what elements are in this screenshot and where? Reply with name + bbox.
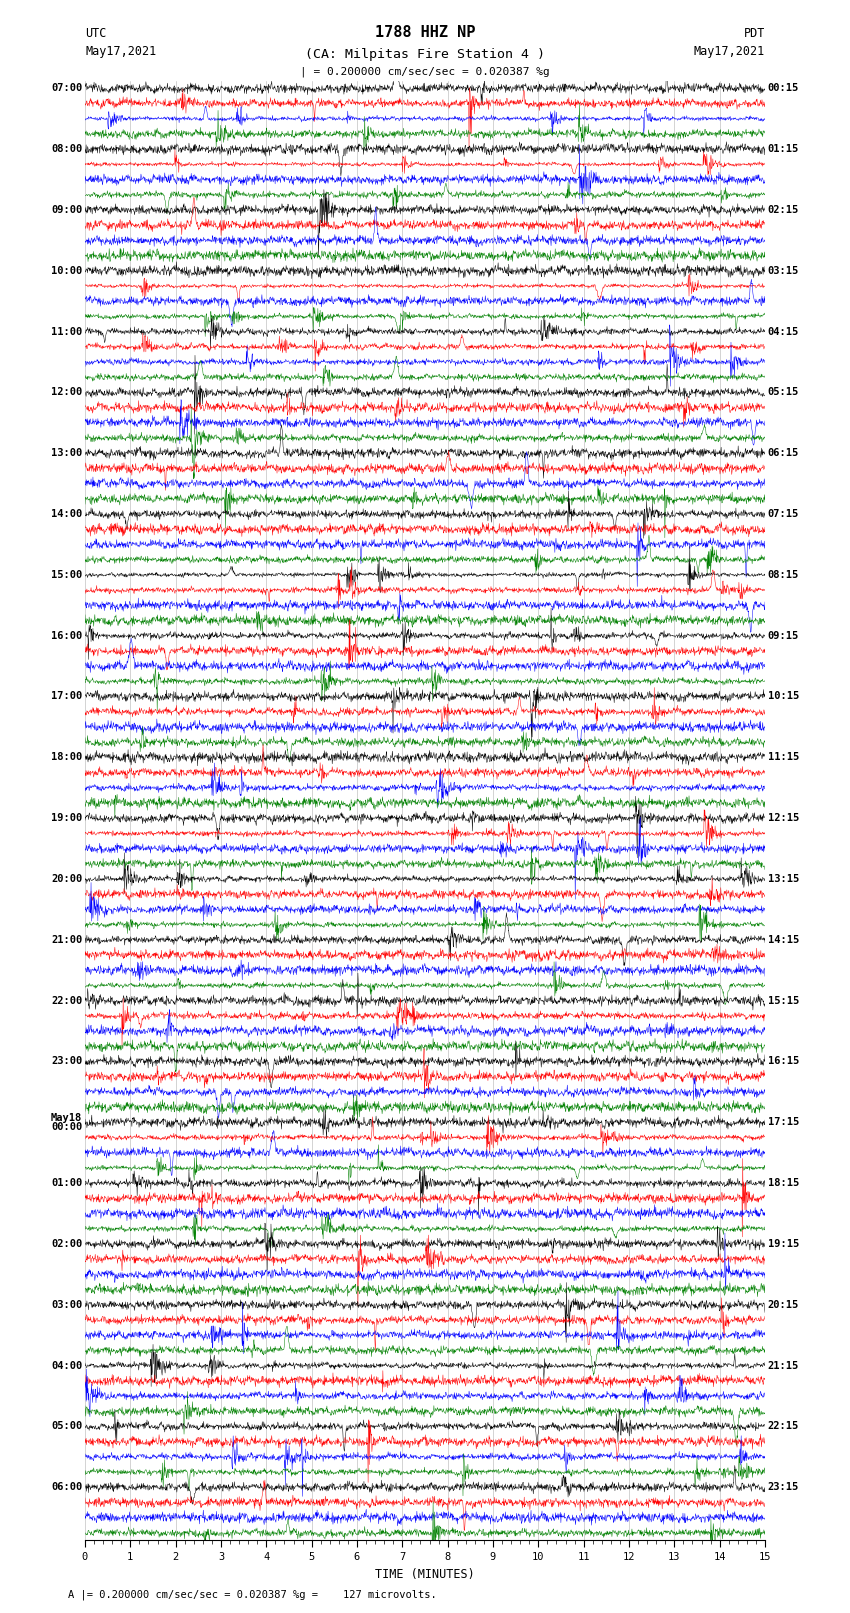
Text: 05:15: 05:15	[768, 387, 799, 397]
Text: 02:15: 02:15	[768, 205, 799, 215]
Text: 03:15: 03:15	[768, 266, 799, 276]
Text: May17,2021: May17,2021	[694, 45, 765, 58]
Text: 20:15: 20:15	[768, 1300, 799, 1310]
Text: A |= 0.200000 cm/sec/sec = 0.020387 %g =    127 microvolts.: A |= 0.200000 cm/sec/sec = 0.020387 %g =…	[68, 1589, 437, 1600]
Text: 06:15: 06:15	[768, 448, 799, 458]
X-axis label: TIME (MINUTES): TIME (MINUTES)	[375, 1568, 475, 1581]
Text: PDT: PDT	[744, 27, 765, 40]
Text: 19:15: 19:15	[768, 1239, 799, 1248]
Text: 11:00: 11:00	[51, 326, 82, 337]
Text: 08:15: 08:15	[768, 569, 799, 579]
Text: 13:15: 13:15	[768, 874, 799, 884]
Text: 10:00: 10:00	[51, 266, 82, 276]
Text: 23:00: 23:00	[51, 1057, 82, 1066]
Text: 18:15: 18:15	[768, 1177, 799, 1189]
Text: 08:00: 08:00	[51, 144, 82, 155]
Text: 07:00: 07:00	[51, 84, 82, 94]
Text: May18
00:00: May18 00:00	[51, 1113, 82, 1132]
Text: 15:00: 15:00	[51, 569, 82, 579]
Text: 00:15: 00:15	[768, 84, 799, 94]
Text: 21:00: 21:00	[51, 936, 82, 945]
Text: 11:15: 11:15	[768, 752, 799, 763]
Text: 18:00: 18:00	[51, 752, 82, 763]
Text: 04:00: 04:00	[51, 1360, 82, 1371]
Text: 13:00: 13:00	[51, 448, 82, 458]
Text: 21:15: 21:15	[768, 1360, 799, 1371]
Text: 22:15: 22:15	[768, 1421, 799, 1431]
Text: 12:15: 12:15	[768, 813, 799, 823]
Text: 17:15: 17:15	[768, 1118, 799, 1127]
Text: 17:00: 17:00	[51, 692, 82, 702]
Text: 14:00: 14:00	[51, 510, 82, 519]
Text: 15:15: 15:15	[768, 995, 799, 1005]
Text: 04:15: 04:15	[768, 326, 799, 337]
Text: 19:00: 19:00	[51, 813, 82, 823]
Text: 06:00: 06:00	[51, 1482, 82, 1492]
Text: 09:15: 09:15	[768, 631, 799, 640]
Text: 14:15: 14:15	[768, 936, 799, 945]
Text: 03:00: 03:00	[51, 1300, 82, 1310]
Text: 07:15: 07:15	[768, 510, 799, 519]
Text: 01:00: 01:00	[51, 1177, 82, 1189]
Text: May17,2021: May17,2021	[85, 45, 156, 58]
Text: 16:15: 16:15	[768, 1057, 799, 1066]
Text: 05:00: 05:00	[51, 1421, 82, 1431]
Text: 10:15: 10:15	[768, 692, 799, 702]
Text: 23:15: 23:15	[768, 1482, 799, 1492]
Text: 22:00: 22:00	[51, 995, 82, 1005]
Text: | = 0.200000 cm/sec/sec = 0.020387 %g: | = 0.200000 cm/sec/sec = 0.020387 %g	[300, 66, 550, 77]
Text: 1788 HHZ NP: 1788 HHZ NP	[375, 26, 475, 40]
Text: 12:00: 12:00	[51, 387, 82, 397]
Text: 20:00: 20:00	[51, 874, 82, 884]
Text: 16:00: 16:00	[51, 631, 82, 640]
Text: 02:00: 02:00	[51, 1239, 82, 1248]
Text: 01:15: 01:15	[768, 144, 799, 155]
Text: UTC: UTC	[85, 27, 106, 40]
Text: 09:00: 09:00	[51, 205, 82, 215]
Text: (CA: Milpitas Fire Station 4 ): (CA: Milpitas Fire Station 4 )	[305, 48, 545, 61]
